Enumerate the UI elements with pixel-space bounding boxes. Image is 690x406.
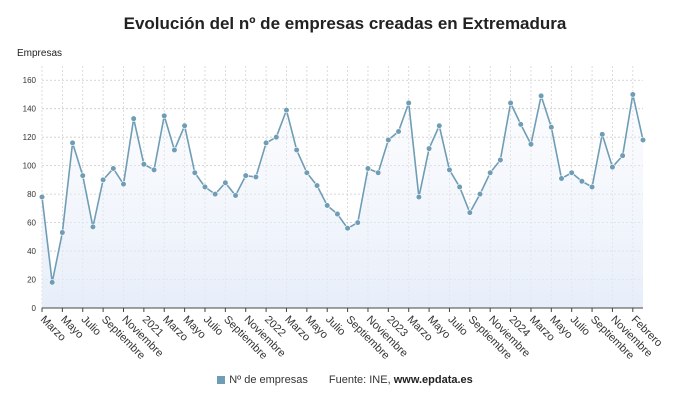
data-point	[334, 210, 341, 218]
data-point	[588, 183, 596, 191]
data-point	[59, 229, 66, 236]
data-point	[466, 209, 473, 216]
data-point	[354, 219, 361, 226]
data-point	[242, 172, 249, 179]
data-point	[487, 169, 494, 176]
y-tick-label: 160	[23, 76, 37, 85]
data-point	[313, 182, 321, 189]
data-point	[507, 99, 514, 107]
data-point	[252, 173, 260, 181]
data-point	[415, 193, 422, 201]
data-point	[38, 193, 46, 201]
data-point	[79, 172, 86, 179]
data-point	[49, 279, 56, 286]
data-point	[293, 146, 300, 154]
data-point	[283, 107, 290, 114]
series-line	[41, 92, 644, 283]
data-point	[446, 166, 453, 174]
data-point	[629, 91, 636, 98]
legend: Nº de empresas Fuente: INE, www.epdata.e…	[0, 374, 690, 386]
y-axis-label: Empresas	[17, 48, 63, 59]
data-point	[609, 163, 616, 171]
data-point	[578, 178, 585, 185]
data-point	[150, 166, 158, 174]
data-point	[273, 134, 280, 141]
y-axis-ticks: 0 20 40 60 80 100 120 140 160	[23, 76, 37, 313]
series-points	[38, 91, 647, 286]
x-axis-ticks: MarzoMayoJulioSeptiembreNoviembre2021Mar…	[38, 308, 664, 362]
data-point	[344, 225, 351, 232]
data-point	[548, 124, 555, 131]
data-point	[324, 202, 331, 209]
data-point	[161, 112, 168, 119]
data-point	[456, 183, 463, 191]
data-point	[395, 128, 402, 135]
data-point	[191, 169, 198, 176]
data-point	[425, 145, 433, 152]
data-point	[476, 191, 484, 198]
source-note: Fuente: INE, www.epdata.es	[329, 374, 473, 386]
data-point	[527, 141, 535, 148]
data-point	[364, 165, 372, 172]
source-prefix: Fuente: INE,	[328, 374, 394, 387]
data-point	[89, 223, 97, 230]
data-point	[222, 179, 229, 186]
data-point	[130, 115, 137, 122]
y-tick-label: 40	[27, 247, 36, 256]
data-point	[140, 161, 147, 168]
y-tick-label: 100	[23, 162, 37, 171]
data-point	[599, 131, 606, 138]
y-tick-label: 120	[23, 133, 37, 142]
data-point	[212, 191, 219, 198]
data-point	[171, 146, 178, 154]
data-point	[303, 169, 310, 176]
data-point	[232, 192, 239, 199]
legend-series-label: Nº de empresas	[229, 374, 308, 387]
y-tick-label: 80	[27, 190, 36, 199]
data-point	[558, 175, 565, 182]
y-tick-label: 140	[23, 105, 37, 114]
y-tick-label: 20	[27, 276, 36, 285]
data-point	[100, 176, 107, 183]
data-point	[436, 122, 443, 129]
data-point	[201, 183, 209, 191]
y-tick-label: 60	[27, 219, 36, 228]
data-point	[538, 92, 545, 99]
data-point	[263, 139, 270, 146]
data-point	[375, 169, 382, 176]
y-tick-label: 0	[32, 304, 37, 313]
data-point	[619, 152, 626, 159]
source-link[interactable]: www.epdata.es	[393, 374, 473, 387]
chart-title: Evolución del nº de empresas creadas en …	[123, 14, 567, 33]
data-point	[69, 139, 76, 146]
data-point	[181, 122, 188, 129]
legend-swatch	[217, 376, 226, 385]
data-point	[120, 181, 127, 188]
series-area	[42, 94, 643, 308]
data-point	[497, 156, 504, 164]
data-point	[405, 99, 412, 107]
data-point	[110, 165, 117, 172]
data-point	[517, 121, 524, 128]
data-point	[568, 169, 575, 176]
data-point	[385, 136, 392, 144]
data-point	[639, 136, 647, 144]
